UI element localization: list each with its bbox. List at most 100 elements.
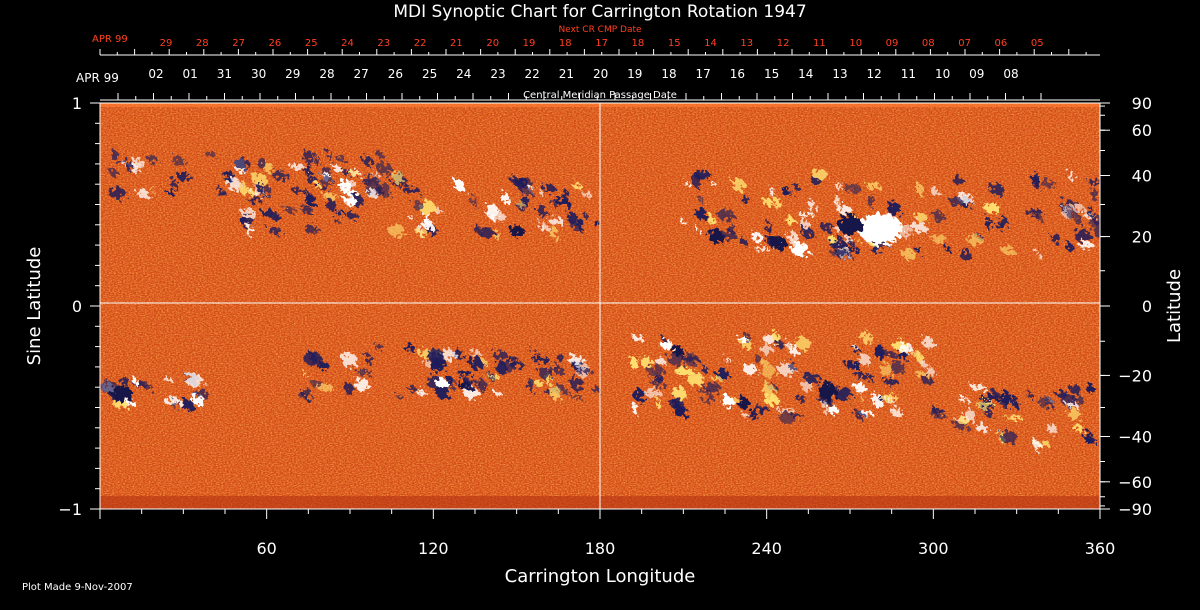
negative-flux-patch [110, 169, 118, 177]
positive-flux-patch [1034, 250, 1040, 257]
positive-flux-patch [549, 386, 562, 401]
negative-flux-patch [952, 176, 964, 185]
negative-flux-patch [872, 247, 878, 254]
next-cr-date-ticks: 29 28 27 26 25 24 23 22 21 20 19 18 17 18 15 14 13 12 11 10… [99, 38, 1087, 55]
negative-flux-patch [696, 208, 707, 221]
active-region [858, 212, 903, 245]
negative-flux-patch [883, 350, 897, 358]
positive-flux-patch [1072, 203, 1085, 213]
x-tick-label: 120 [418, 539, 449, 558]
negative-flux-patch [363, 156, 373, 167]
next-cr-date-label: 10 [849, 38, 862, 49]
negative-flux-patch [887, 201, 901, 216]
positive-flux-patch [970, 385, 988, 391]
next-cr-date-label: 05 [1031, 38, 1044, 49]
negative-flux-patch [100, 380, 118, 394]
negative-flux-patch [751, 408, 756, 419]
cmp-date-label: 21 [559, 67, 574, 81]
positive-flux-patch [463, 387, 479, 399]
positive-flux-patch [631, 403, 638, 414]
positive-flux-patch [807, 199, 816, 212]
positive-flux-patch [708, 181, 717, 187]
negative-flux-patch [1069, 384, 1081, 394]
positive-flux-patch [871, 393, 884, 408]
positive-flux-patch [132, 377, 138, 385]
negative-flux-patch [1038, 397, 1054, 409]
negative-flux-patch [178, 172, 191, 182]
negative-flux-patch [273, 171, 291, 181]
positive-flux-patch [246, 222, 251, 237]
negative-flux-patch [557, 353, 563, 362]
y-right-tick-label: 90 [1132, 94, 1152, 113]
negative-flux-patch [1000, 430, 1017, 444]
active-region [671, 345, 684, 356]
negative-flux-patch [524, 188, 533, 197]
negative-flux-patch [833, 249, 849, 256]
positive-flux-patch [885, 399, 896, 404]
negative-flux-patch [837, 236, 843, 241]
positive-flux-patch [760, 344, 772, 354]
positive-flux-patch [709, 215, 716, 226]
negative-flux-patch [326, 149, 332, 161]
positive-flux-patch [674, 367, 693, 375]
y-axis-right-ticks: 90 60 40 20 0 −20 −40 −60 −90 [1100, 94, 1152, 519]
positive-flux-patch [795, 337, 812, 351]
negative-flux-patch [164, 189, 176, 195]
positive-flux-patch [696, 373, 704, 387]
positive-flux-patch [866, 181, 881, 190]
negative-flux-patch [454, 349, 463, 360]
positive-flux-patch [640, 355, 652, 368]
negative-flux-patch [376, 150, 384, 160]
y-left-tick-label: 0 [72, 297, 82, 316]
negative-flux-patch [844, 361, 862, 369]
negative-flux-patch [703, 382, 721, 393]
negative-flux-patch [225, 175, 230, 181]
cmp-date-label: 26 [388, 67, 403, 81]
positive-flux-patch [785, 216, 795, 225]
negative-flux-patch [740, 195, 750, 203]
positive-flux-patch [931, 233, 946, 244]
negative-flux-patch [680, 355, 698, 362]
next-cr-date-label: 15 [668, 38, 681, 49]
negative-flux-patch [376, 183, 392, 198]
next-cr-date-label: 11 [813, 38, 826, 49]
cmp-date-label: 23 [490, 67, 505, 81]
negative-flux-patch [335, 210, 345, 216]
negative-flux-patch [258, 183, 264, 196]
negative-flux-patch [793, 183, 800, 190]
negative-flux-patch [675, 405, 685, 419]
chart-title: MDI Synoptic Chart for Carrington Rotati… [393, 2, 806, 22]
positive-flux-patch [931, 187, 939, 196]
positive-flux-patch [263, 162, 274, 173]
negative-flux-patch [542, 184, 556, 193]
negative-flux-patch [469, 356, 483, 371]
y-right-tick-label: −20 [1118, 366, 1152, 385]
negative-flux-patch [146, 155, 158, 164]
negative-flux-patch [1088, 205, 1094, 219]
positive-flux-patch [902, 248, 915, 261]
next-cr-date-label: 13 [740, 38, 753, 49]
negative-flux-patch [111, 150, 119, 162]
cmp-date-label: 19 [627, 67, 642, 81]
cmp-date-label: 25 [422, 67, 437, 81]
negative-flux-patch [701, 366, 709, 374]
negative-flux-patch [775, 340, 785, 349]
negative-flux-patch [218, 188, 225, 198]
x-tick-label: 360 [1085, 539, 1116, 558]
positive-flux-patch [1047, 423, 1057, 435]
negative-flux-patch [318, 361, 330, 371]
negative-flux-patch [334, 219, 340, 225]
next-cr-date-label: 06 [995, 38, 1008, 49]
negative-flux-patch [795, 395, 807, 402]
positive-flux-patch [967, 234, 984, 246]
negative-flux-patch [306, 176, 318, 184]
positive-flux-patch [240, 181, 249, 195]
negative-flux-patch [708, 393, 714, 403]
negative-flux-patch [396, 392, 401, 399]
positive-flux-patch [789, 344, 799, 356]
negative-flux-patch [752, 406, 770, 412]
positive-flux-patch [801, 218, 810, 232]
negative-flux-patch [561, 189, 569, 200]
positive-flux-patch [881, 394, 898, 402]
active-region [791, 242, 809, 257]
